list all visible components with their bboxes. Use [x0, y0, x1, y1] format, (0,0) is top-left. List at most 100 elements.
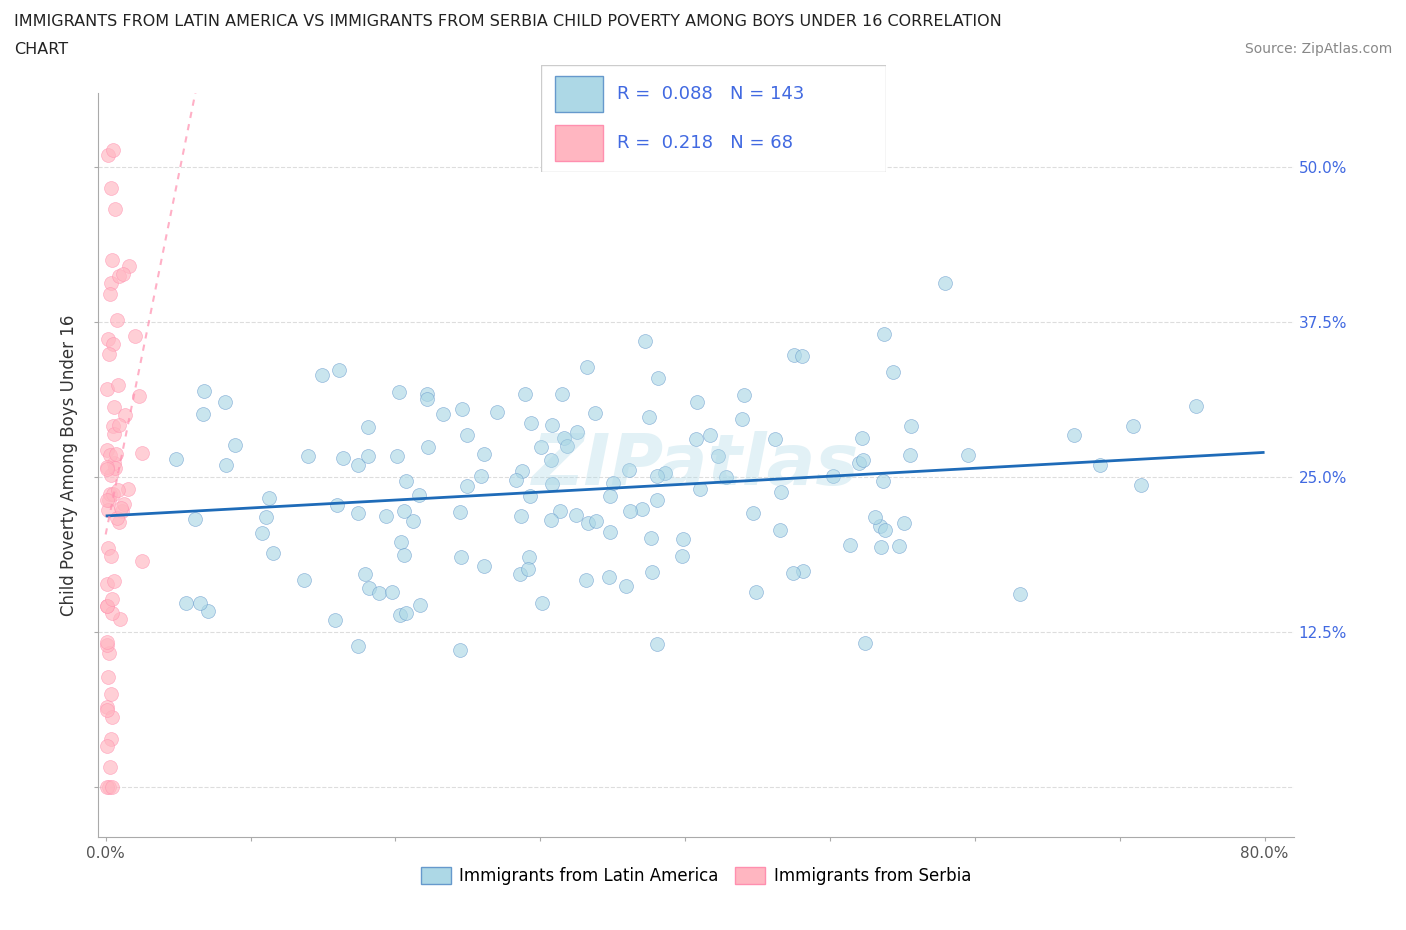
Point — [882, 365, 904, 379]
Point — [96, 637, 118, 652]
Point — [224, 438, 246, 453]
Point — [353, 567, 375, 582]
Point — [100, 687, 122, 702]
Point — [530, 440, 553, 455]
Point — [645, 492, 668, 507]
Point — [117, 481, 139, 496]
Point — [416, 392, 439, 406]
Point — [112, 497, 135, 512]
Point — [647, 370, 669, 385]
Point — [389, 607, 412, 622]
Point — [741, 506, 763, 521]
Point — [96, 381, 118, 396]
Point — [346, 639, 368, 654]
Point — [368, 586, 391, 601]
Point — [392, 504, 415, 519]
Point — [1008, 587, 1031, 602]
Point — [540, 512, 562, 527]
Point — [510, 463, 533, 478]
Text: ZIPatlas: ZIPatlas — [533, 431, 859, 499]
Point — [359, 581, 381, 596]
Point — [193, 406, 215, 421]
Point — [602, 476, 624, 491]
Point — [174, 595, 197, 610]
Text: CHART: CHART — [14, 42, 67, 57]
Point — [598, 570, 620, 585]
Point — [97, 148, 120, 163]
Point — [100, 732, 122, 747]
Point — [97, 540, 120, 555]
Point — [96, 634, 118, 649]
Point — [98, 759, 121, 774]
Point — [576, 360, 599, 375]
Point — [409, 598, 432, 613]
Point — [347, 506, 370, 521]
Point — [100, 710, 122, 724]
Point — [131, 553, 153, 568]
Point — [763, 432, 786, 446]
Text: R =  0.218   N = 68: R = 0.218 N = 68 — [617, 134, 793, 153]
Point — [641, 565, 664, 579]
Point — [887, 539, 910, 554]
Point — [416, 387, 439, 402]
Point — [98, 493, 121, 508]
Point — [519, 488, 541, 503]
Point — [472, 446, 495, 461]
Point — [100, 276, 122, 291]
Point — [101, 591, 124, 606]
Point — [108, 418, 131, 432]
Point — [111, 267, 134, 282]
Point — [869, 518, 891, 533]
Point — [104, 461, 127, 476]
Point — [509, 566, 531, 581]
Point — [101, 418, 124, 433]
FancyBboxPatch shape — [541, 65, 886, 172]
Point — [96, 462, 118, 477]
Point — [110, 612, 132, 627]
Point — [107, 483, 129, 498]
Point — [254, 510, 277, 525]
Point — [96, 738, 118, 753]
Point — [870, 539, 893, 554]
Point — [105, 446, 128, 461]
Point — [98, 780, 121, 795]
Point — [110, 500, 132, 515]
Bar — [555, 76, 603, 113]
Point — [790, 349, 813, 364]
Point — [332, 450, 354, 465]
Point — [325, 498, 347, 512]
Point — [97, 670, 120, 684]
Point — [214, 395, 236, 410]
Point — [101, 605, 124, 620]
Point — [456, 478, 478, 493]
Point — [165, 452, 187, 467]
Point — [389, 535, 412, 550]
Point — [105, 312, 128, 327]
Point — [100, 468, 122, 483]
Point — [449, 643, 471, 658]
Point — [540, 452, 562, 467]
Point — [96, 702, 118, 717]
Point — [103, 574, 125, 589]
Point — [645, 468, 668, 483]
Point — [599, 525, 621, 540]
Point — [107, 511, 129, 525]
Point — [565, 424, 588, 439]
Point — [707, 448, 730, 463]
Point — [769, 523, 792, 538]
Point — [388, 385, 411, 400]
Point — [103, 455, 125, 470]
Point — [96, 443, 118, 458]
Point — [451, 402, 474, 417]
Point — [297, 449, 319, 464]
Point — [792, 564, 814, 578]
Point — [520, 415, 543, 430]
Point — [323, 612, 346, 627]
Text: Source: ZipAtlas.com: Source: ZipAtlas.com — [1244, 42, 1392, 56]
Point — [733, 387, 755, 402]
Point — [131, 445, 153, 460]
Point — [619, 463, 641, 478]
Legend: Immigrants from Latin America, Immigrants from Serbia: Immigrants from Latin America, Immigrant… — [415, 860, 977, 892]
Point — [873, 326, 896, 341]
Point — [875, 523, 897, 538]
